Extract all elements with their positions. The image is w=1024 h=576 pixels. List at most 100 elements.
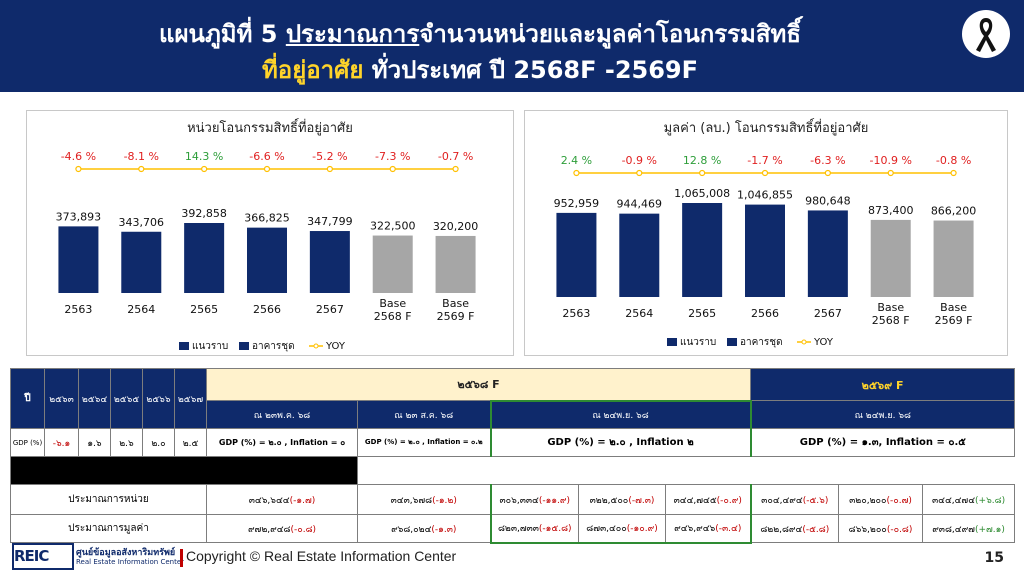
forecast-value: ๘๖๖,๒๐๐ [848,524,887,535]
gdp-value: ๒.๕ [174,428,207,457]
forecast-change: (-๑.๗) [289,495,316,506]
bar [682,203,723,297]
as-of-date: ณ ๒๔พ.ย. ๖๘ [489,399,752,429]
bar [309,231,350,293]
bar [247,227,287,293]
category-label: Base [379,297,406,310]
units-forecast-cell: ๓๐๔,๔๙๔(-๕.๖) [750,484,840,515]
category-label: 2569 F [437,310,475,323]
yoy-label: -5.2 % [312,150,347,163]
category-label: Base [940,301,967,314]
legend-label: YOY [325,341,346,352]
yoy-point [263,165,271,173]
value-forecast-cell: ๙๔๖,๙๔๖(-๓.๔) [664,514,752,544]
bar-value-label: 873,400 [868,204,914,217]
mourning-ribbon-icon [962,10,1010,58]
bar [807,210,848,297]
forecast-value: ๘๗๓,๔๐๐ [586,524,627,535]
as-of-date: ณ ๒๔พ.ย. ๖๘ [750,400,1016,429]
bar [121,231,162,293]
bar-value-label: 392,858 [181,207,227,220]
forecast-table: ปี ๒๕๖๓ ๒๕๖๔ ๒๕๖๕ ๒๕๖๖ ๒๕๖๗ ๒๕๖๘ F ๒๕๖๙ … [10,368,1016,544]
forecast-change: (-๐.๘) [290,524,317,535]
units-forecast-cell: ๓๒๐,๒๐๐(-๐.๗) [838,484,924,515]
row-label: ประมาณการหน่วย [10,484,207,515]
value-forecast-cell: ๘๒๒,๘๙๔(-๕.๘) [750,514,840,543]
forecast-value: ๓๐๖,๓๓๔ [499,495,539,506]
value-forecast-cell: ๘๒๓,๗๓๓(-๑๕.๘) [489,514,579,544]
bar-value-label: 343,706 [119,216,165,229]
black-divider [10,456,358,485]
title-part: จำนวนหน่วยและมูลค่าโอนกรรมสิทธิ์ [419,20,801,48]
forecast-value: ๓๔๖,๖๔๔ [248,495,290,506]
bar [745,204,785,297]
bar [58,226,99,293]
legend-label: อาคารชุด [740,337,783,348]
forecast-change: (+๗.๑) [974,524,1005,535]
bar-value-label: 322,500 [370,220,416,233]
yoy-point [326,165,333,173]
value-forecast-cell: ๙๓๘,๔๙๗(+๗.๑) [922,514,1016,543]
gdp-scenario: GDP (%) = ๒.๐ , Inflation = ๐ [206,428,358,457]
year-header: ปี [10,368,45,429]
yoy-label: -8.1 % [124,150,159,163]
title-banner: แผนภูมิที่ 5 ประมาณการจำนวนหน่วยและมูลค่… [0,0,1024,92]
units-forecast-cell: ๓๒๒,๕๐๐(-๗.๓) [578,484,666,515]
bar-value-label: 1,046,855 [737,189,793,202]
forecast-change: (-๑.๓) [431,524,457,535]
category-label: 2568 F [872,314,910,327]
legend-swatch [667,338,677,346]
yoy-label: 2.4 % [561,154,592,167]
bar-value-label: 944,469 [617,198,663,211]
bar [619,213,660,297]
bar [372,235,413,293]
gdp-scenario: GDP (%) = ๑.๓, Inflation = ๐.๕ [750,428,1016,457]
forecast-change: (-๑๕.๘) [538,524,572,535]
yoy-label: -7.3 % [375,150,410,163]
forecast-value: ๓๔๔,๔๗๔ [931,495,976,506]
bar [870,219,911,297]
forecast-value: ๓๒๐,๒๐๐ [849,495,887,506]
category-label: 2565 [190,303,218,316]
category-label: 2567 [814,307,842,320]
org-name-en: Real Estate Information Center [76,558,185,566]
forecast-change: (-๕.๖) [802,495,829,506]
yoy-point [761,169,769,177]
forecast-2569-header: ๒๕๖๙ F [750,368,1016,401]
forecast-change: (-๑๑.๙) [538,495,570,506]
forecast-change: (-๓.๔) [715,524,742,535]
yoy-point [824,169,831,177]
legend-swatch [727,338,737,346]
bar-value-label: 952,959 [554,197,600,210]
category-label: 2564 [127,303,155,316]
chart-title: หน่วยโอนกรรมสิทธิ์ที่อยู่อาศัย [187,121,353,136]
forecast-value: ๘๒๓,๗๓๓ [497,524,539,535]
yoy-label: -0.9 % [622,154,657,167]
year-cell: ๒๕๖๖ [142,368,175,429]
category-label: 2563 [64,303,92,316]
units-forecast-cell: ๓๔๔,๗๔๕(-๐.๙) [664,484,752,515]
chart-title: มูลค่า (ลบ.) โอนกรรมสิทธิ์ที่อยู่อาศัย [663,121,869,136]
yoy-label: -4.6 % [61,150,96,163]
category-label: 2563 [562,307,590,320]
gdp-value: -๖.๑ [44,428,79,457]
yoy-point [452,165,459,173]
title-underlined: ประมาณการ [285,20,420,48]
value-forecast-cell: ๙๗๒,๙๔๘(-๐.๘) [206,514,358,543]
value-forecast-cell: ๘๖๖,๒๐๐(-๐.๘) [838,514,924,543]
bar [933,220,974,297]
yoy-point [573,169,580,177]
page-number: 15 [984,550,1004,566]
yoy-label: -6.6 % [249,150,284,163]
yoy-point [699,169,706,177]
legend-label: แนวราบ [192,341,228,352]
title-highlight: ที่อยู่อาศัย [261,56,364,84]
year-cell: ๒๕๖๔ [78,368,111,429]
units-forecast-cell: ๓๐๖,๓๓๔(-๑๑.๙) [489,484,579,515]
bar-value-label: 1,065,008 [674,187,730,200]
row-label: ประมาณการมูลค่า [10,514,207,543]
bar [184,223,225,293]
category-label: 2567 [316,303,344,316]
units-forecast-cell: ๓๔๖,๖๔๔(-๑.๗) [206,484,358,515]
page-title-line-2: ที่อยู่อาศัย ทั่วประเทศ ปี 2568F -2569F [0,50,960,89]
